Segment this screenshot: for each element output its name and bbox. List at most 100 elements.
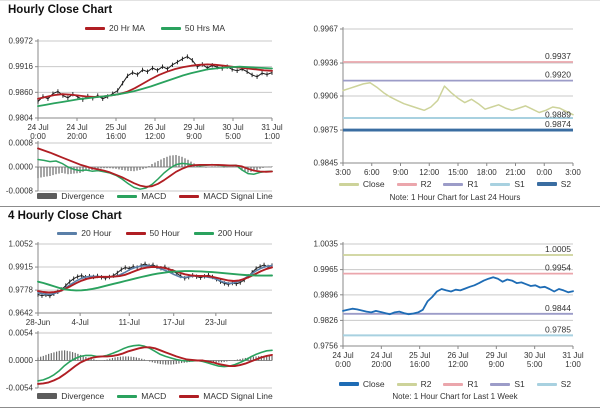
line-swatch-icon — [443, 382, 464, 386]
svg-text:9:00: 9:00 — [489, 360, 505, 369]
legend-item-50hour: 50 Hour — [125, 228, 180, 238]
svg-text:0.9896: 0.9896 — [314, 290, 339, 299]
line-swatch-icon — [396, 382, 417, 386]
legend-label: R2 — [420, 379, 432, 389]
legend-label: R1 — [467, 179, 479, 189]
line-swatch-icon — [536, 382, 557, 386]
svg-text:9:00: 9:00 — [393, 168, 409, 177]
legend-item-s2: S2 — [536, 179, 572, 189]
legend-label: S2 — [560, 379, 572, 389]
legend-item-close: Close — [338, 379, 385, 389]
svg-text:24 Jul: 24 Jul — [371, 351, 393, 360]
line-swatch-icon — [160, 26, 181, 30]
svg-text:0.0000: 0.0000 — [9, 356, 34, 365]
svg-text:0.9916: 0.9916 — [9, 62, 34, 71]
svg-text:0.9906: 0.9906 — [314, 92, 339, 101]
svg-text:0.9937: 0.9937 — [545, 51, 571, 61]
svg-text:0.9920: 0.9920 — [545, 70, 571, 80]
legend-item-20hour: 20 Hour — [57, 228, 112, 238]
svg-text:1.0005: 1.0005 — [545, 244, 571, 254]
svg-text:0:00: 0:00 — [30, 132, 46, 141]
svg-text:12:00: 12:00 — [419, 168, 440, 177]
line-swatch-icon — [117, 194, 138, 198]
svg-text:1:00: 1:00 — [565, 360, 581, 369]
svg-text:3:00: 3:00 — [335, 168, 351, 177]
svg-text:0.9804: 0.9804 — [9, 114, 34, 123]
legend-label: 50 Hour — [149, 228, 180, 238]
svg-text:31 Jul: 31 Jul — [261, 123, 283, 132]
line-swatch-icon — [490, 182, 511, 186]
svg-text:0.9936: 0.9936 — [314, 59, 339, 68]
svg-text:0:00: 0:00 — [335, 360, 351, 369]
svg-text:25 Jul: 25 Jul — [409, 351, 431, 360]
four-hourly-macd-legend: Divergence MACD MACD Signal Line — [25, 391, 285, 401]
legend-label: 20 Hour — [81, 228, 112, 238]
legend-label: MACD — [141, 191, 167, 201]
four-hourly-ma-legend: 20 Hour 50 Hour 200 Hour — [25, 228, 285, 238]
svg-text:0.9965: 0.9965 — [314, 265, 339, 274]
legend-item-200hour: 200 Hour — [193, 228, 253, 238]
legend-item-r2: R2 — [396, 179, 431, 189]
line-swatch-icon — [57, 231, 78, 235]
pivot-24h-note: Note: 1 Hour Chart for Last 24 Hours — [389, 193, 521, 202]
line-swatch-icon — [396, 182, 417, 186]
legend-item-divergence: Divergence — [37, 191, 104, 201]
legend-item-s1: S1 — [490, 379, 525, 389]
legend-label: 200 Hour — [217, 228, 253, 238]
bottom-divider — [0, 407, 600, 408]
line-swatch-icon — [193, 231, 214, 235]
svg-text:30 Jul: 30 Jul — [222, 123, 244, 132]
svg-text:15:00: 15:00 — [448, 168, 469, 177]
pivot-1week-legend: Close R2 R1 S1 S2 — [330, 379, 580, 389]
hourly-ma-legend: 20 Hr MA 50 Hrs MA — [30, 23, 280, 33]
svg-text:16:00: 16:00 — [410, 360, 431, 369]
svg-text:0.0008: 0.0008 — [9, 139, 34, 148]
line-swatch-icon — [490, 382, 511, 386]
svg-text:0.9778: 0.9778 — [9, 286, 34, 295]
legend-item-s1: S1 — [490, 179, 525, 189]
svg-text:29 Jul: 29 Jul — [486, 351, 508, 360]
legend-label: S1 — [514, 179, 525, 189]
line-swatch-icon — [117, 394, 138, 398]
line-swatch-icon — [125, 231, 146, 235]
svg-text:31 Jul: 31 Jul — [562, 351, 584, 360]
svg-text:0.9972: 0.9972 — [9, 37, 34, 46]
legend-item-macd: MACD — [117, 391, 166, 401]
svg-text:0.9967: 0.9967 — [314, 25, 339, 34]
svg-text:20:00: 20:00 — [67, 132, 88, 141]
four-hourly-close-chart-title: 4 Hourly Close Chart — [8, 210, 122, 222]
legend-item-r1: R1 — [443, 179, 478, 189]
svg-text:16:00: 16:00 — [106, 132, 127, 141]
legend-label: 20 Hr MA — [108, 23, 145, 33]
legend-item-macd: MACD — [117, 191, 166, 201]
svg-text:1:00: 1:00 — [264, 132, 280, 141]
hourly-macd-legend: Divergence MACD MACD Signal Line — [25, 191, 285, 201]
svg-text:0.9875: 0.9875 — [314, 126, 339, 135]
legend-item-macd-signal: MACD Signal Line — [179, 391, 273, 401]
bar-swatch-icon — [37, 393, 58, 399]
svg-text:26 Jul: 26 Jul — [144, 123, 166, 132]
svg-text:9:00: 9:00 — [186, 132, 202, 141]
legend-label: MACD — [141, 391, 167, 401]
legend-label: Divergence — [61, 191, 105, 201]
legend-label: S2 — [560, 179, 572, 189]
legend-label: MACD Signal Line — [203, 191, 273, 201]
svg-text:-0.0008: -0.0008 — [6, 187, 34, 196]
hourly-close-chart-title: Hourly Close Chart — [8, 4, 113, 16]
legend-label: 50 Hrs MA — [184, 23, 226, 33]
svg-text:-0.0054: -0.0054 — [6, 384, 34, 393]
svg-text:11-Jul: 11-Jul — [119, 318, 140, 327]
legend-label: MACD Signal Line — [203, 391, 273, 401]
pivot-24h-legend: Close R2 R1 S1 S2 — [330, 179, 580, 189]
line-swatch-icon — [443, 182, 464, 186]
svg-text:0.0000: 0.0000 — [9, 163, 34, 172]
line-swatch-icon — [179, 394, 200, 398]
svg-text:24 Jul: 24 Jul — [66, 123, 88, 132]
legend-item-50hrs-ma: 50 Hrs MA — [160, 23, 226, 33]
svg-text:0.9915: 0.9915 — [9, 263, 34, 272]
svg-text:4-Jul: 4-Jul — [71, 318, 89, 327]
